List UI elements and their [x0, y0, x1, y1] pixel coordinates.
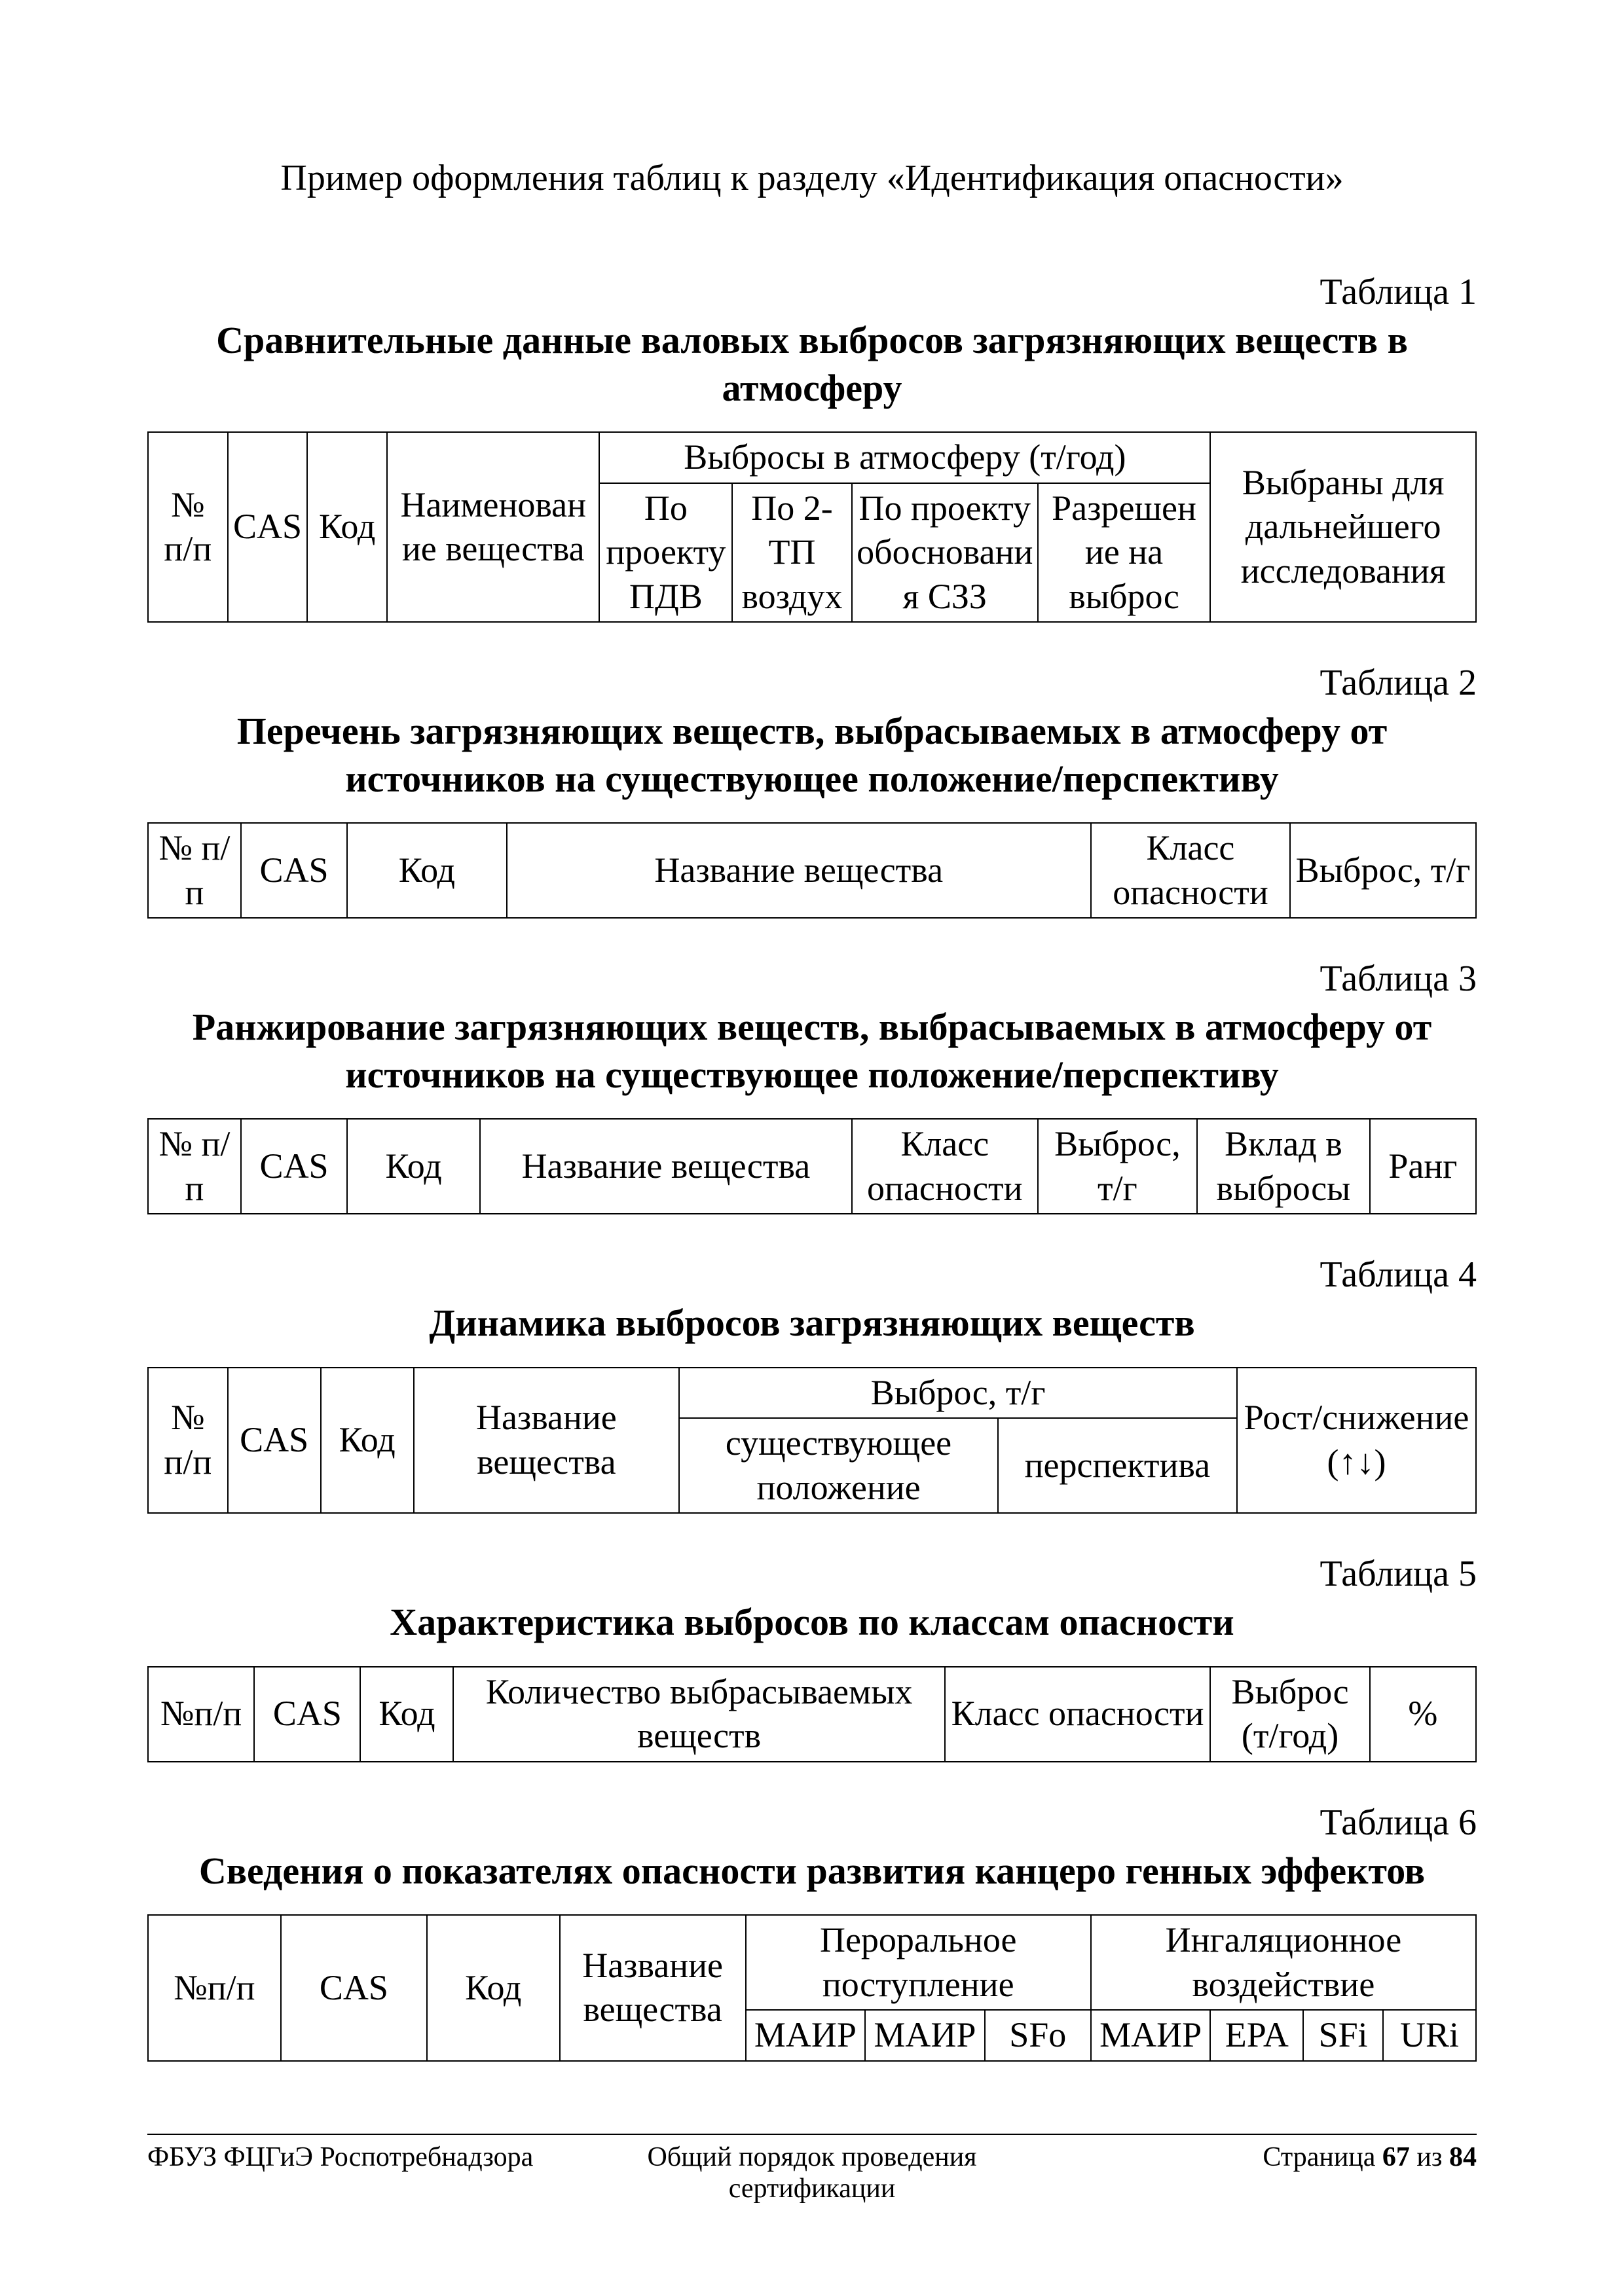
table-row: № п/п CAS Код Название вещества Класс оп…	[148, 1119, 1476, 1214]
th-cas: CAS	[254, 1667, 360, 1762]
th-inhalation-group: Ингаляционное воздействие	[1091, 1915, 1476, 2010]
footer-page-number: Страница 67 из 84	[1061, 2141, 1477, 2204]
th-name: Наименование вещества	[387, 432, 599, 622]
th-2tp: По 2-ТП воздух	[732, 483, 852, 623]
table3-title: Ранжирование загрязняющих веществ, выбра…	[147, 1004, 1477, 1099]
table5: №п/п CAS Код Количество выбрасываемых ве…	[147, 1666, 1477, 1762]
th-mair1: МАИР	[746, 2010, 866, 2061]
table1-label: Таблица 1	[147, 271, 1477, 313]
th-mair2: МАИР	[865, 2010, 985, 2061]
th-cas: CAS	[228, 1368, 321, 1514]
th-emission: Выброс, т/г	[1290, 823, 1476, 918]
th-class: Класс опасности	[945, 1667, 1211, 1762]
th-pdv: По проекту ПДВ	[599, 483, 732, 623]
table5-title: Характеристика выбросов по классам опасн…	[147, 1599, 1477, 1647]
th-npp: №п/п	[148, 1915, 281, 2061]
th-count: Количество выбрасываемых веществ	[453, 1667, 944, 1762]
th-cas: CAS	[241, 1119, 347, 1214]
th-npp: №п/п	[148, 1667, 254, 1762]
th-name: Название вещества	[414, 1368, 680, 1514]
page-footer: ФБУЗ ФЦГиЭ Роспотребнадзора Общий порядо…	[147, 2134, 1477, 2204]
th-cas: CAS	[241, 823, 347, 918]
th-share: Вклад в выбросы	[1197, 1119, 1370, 1214]
th-code: Код	[427, 1915, 560, 2061]
th-oral-group: Пероральное поступление	[746, 1915, 1091, 2010]
th-name: Название вещества	[507, 823, 1091, 918]
th-npp: № п/п	[148, 1119, 241, 1214]
footer-page-total: 84	[1449, 2142, 1477, 2172]
th-sfi: SFi	[1303, 2010, 1383, 2061]
table-row: №п/п CAS Код Количество выбрасываемых ве…	[148, 1667, 1476, 1762]
th-cas: CAS	[228, 432, 308, 622]
th-class: Класс опасности	[852, 1119, 1038, 1214]
th-mair3: МАИР	[1091, 2010, 1211, 2061]
footer-page-mid: из	[1410, 2142, 1449, 2172]
table4-label: Таблица 4	[147, 1254, 1477, 1296]
table6-title: Сведения о показателях опасности развити…	[147, 1848, 1477, 1895]
page: Пример оформления таблиц к разделу «Иден…	[0, 0, 1624, 2296]
th-sfo: SFo	[985, 2010, 1091, 2061]
table-row: № п/п CAS Код Название вещества Выброс, …	[148, 1368, 1476, 1419]
th-epa: EPA	[1210, 2010, 1303, 2061]
th-name: Название вещества	[560, 1915, 746, 2061]
table4: № п/п CAS Код Название вещества Выброс, …	[147, 1367, 1477, 1514]
table3: № п/п CAS Код Название вещества Класс оп…	[147, 1118, 1477, 1214]
table4-title: Динамика выбросов загрязняющих веществ	[147, 1300, 1477, 1347]
th-permit: Разрешение на выброс	[1038, 483, 1211, 623]
table1: № п/п CAS Код Наименование вещества Выбр…	[147, 431, 1477, 623]
th-percent: %	[1370, 1667, 1476, 1762]
table5-label: Таблица 5	[147, 1553, 1477, 1595]
th-szz: По проекту обоснования СЗЗ	[852, 483, 1038, 623]
table2: № п/п CAS Код Название вещества Класс оп…	[147, 822, 1477, 919]
footer-org: ФБУЗ ФЦГиЭ Роспотребнадзора	[147, 2141, 563, 2204]
th-selected: Выбраны для дальнейшего исследования	[1210, 432, 1476, 622]
table-row: №п/п CAS Код Название вещества Пероральн…	[148, 1915, 1476, 2010]
th-emissions-group: Выбросы в атмосферу (т/год)	[599, 432, 1210, 483]
th-code: Код	[360, 1667, 453, 1762]
th-cas: CAS	[281, 1915, 427, 2061]
th-existing: существующее положение	[679, 1418, 998, 1513]
table6: №п/п CAS Код Название вещества Пероральн…	[147, 1914, 1477, 2062]
intro-text: Пример оформления таблиц к разделу «Иден…	[147, 157, 1477, 199]
th-emission: Выброс (т/год)	[1210, 1667, 1369, 1762]
footer-doc-title: Общий порядок проведения сертификации	[563, 2141, 1061, 2204]
table2-label: Таблица 2	[147, 662, 1477, 704]
table-row: № п/п CAS Код Наименование вещества Выбр…	[148, 432, 1476, 483]
th-code: Код	[307, 432, 387, 622]
th-npp: № п/п	[148, 823, 241, 918]
table-row: № п/п CAS Код Название вещества Класс оп…	[148, 823, 1476, 918]
th-code: Код	[347, 823, 506, 918]
th-npp: № п/п	[148, 432, 228, 622]
th-code: Код	[347, 1119, 480, 1214]
footer-page-current: 67	[1382, 2142, 1410, 2172]
table3-label: Таблица 3	[147, 958, 1477, 1000]
th-code: Код	[321, 1368, 414, 1514]
th-emission-group: Выброс, т/г	[679, 1368, 1237, 1419]
footer-page-prefix: Страница	[1263, 2142, 1382, 2172]
table1-title: Сравнительные данные валовых выбросов за…	[147, 317, 1477, 412]
th-emission: Выброс, т/г	[1038, 1119, 1197, 1214]
th-perspective: перспектива	[998, 1418, 1237, 1513]
th-uri: URi	[1383, 2010, 1476, 2061]
th-class: Класс опасности	[1091, 823, 1290, 918]
th-rank: Ранг	[1370, 1119, 1476, 1214]
table2-title: Перечень загрязняющих веществ, выбрасыва…	[147, 708, 1477, 803]
th-name: Название вещества	[480, 1119, 852, 1214]
th-trend: Рост/снижение (↑↓)	[1237, 1368, 1476, 1514]
footer-row: ФБУЗ ФЦГиЭ Роспотребнадзора Общий порядо…	[147, 2141, 1477, 2204]
th-npp: № п/п	[148, 1368, 228, 1514]
table6-label: Таблица 6	[147, 1802, 1477, 1844]
